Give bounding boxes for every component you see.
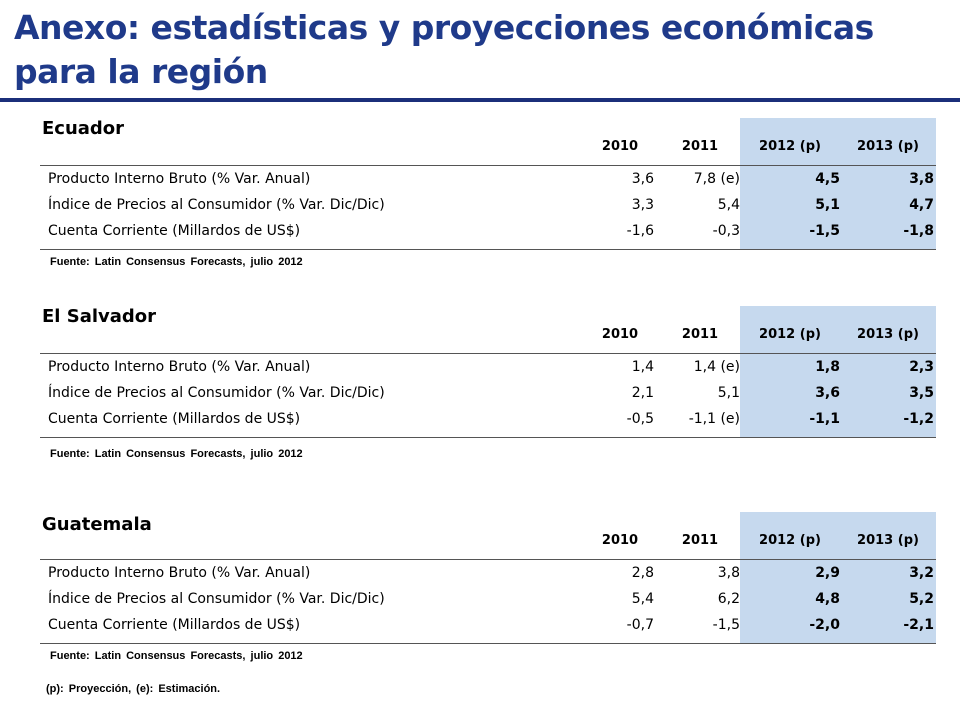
- table-row: Producto Interno Bruto (% Var. Anual) 3,…: [40, 166, 936, 192]
- row-label: Índice de Precios al Consumidor (% Var. …: [48, 385, 385, 401]
- col-header-2011: 2011: [681, 327, 719, 342]
- header-divider: [40, 165, 936, 166]
- source-note: Fuente: Latin Consensus Forecasts, julio…: [50, 448, 303, 460]
- table-bottom-divider: [40, 643, 936, 644]
- value-2011: -1,5: [712, 617, 740, 633]
- section-ecuador: Ecuador 2010 2011 2012 (p) 2013 (p) Prod…: [40, 118, 936, 268]
- value-2013: 2,3: [909, 359, 934, 375]
- section-guatemala: Guatemala 2010 2011 2012 (p) 2013 (p) Pr…: [40, 512, 936, 662]
- value-2012: -1,1: [809, 411, 840, 427]
- value-2012: -1,5: [809, 223, 840, 239]
- col-header-2013: 2013 (p): [840, 118, 936, 165]
- source-note: Fuente: Latin Consensus Forecasts, julio…: [50, 650, 303, 662]
- value-2010: -1,6: [626, 223, 654, 239]
- country-title: Guatemala: [42, 514, 152, 535]
- projection-highlight: [740, 354, 936, 437]
- col-header-2011: 2011: [681, 533, 719, 548]
- value-2012: 4,8: [815, 591, 840, 607]
- col-header-2010: 2010: [601, 533, 639, 548]
- row-label: Índice de Precios al Consumidor (% Var. …: [48, 591, 385, 607]
- row-label: Producto Interno Bruto (% Var. Anual): [48, 565, 311, 581]
- value-2010: 1,4: [631, 359, 654, 375]
- header-divider: [40, 559, 936, 560]
- value-2013: -2,1: [903, 617, 934, 633]
- source-note: Fuente: Latin Consensus Forecasts, julio…: [50, 256, 303, 268]
- table-row: Producto Interno Bruto (% Var. Anual) 1,…: [40, 354, 936, 380]
- value-2010: 2,1: [631, 385, 654, 401]
- value-2012: 1,8: [815, 359, 840, 375]
- header-divider: [40, 353, 936, 354]
- value-2011: 6,2: [717, 591, 740, 607]
- col-header-2011: 2011: [681, 139, 719, 154]
- row-label: Cuenta Corriente (Millardos de US$): [48, 411, 301, 427]
- title-divider: [0, 98, 960, 102]
- page-title: Anexo: estadísticas y proyecciones econó…: [14, 8, 874, 91]
- value-2012: 2,9: [815, 565, 840, 581]
- col-header-2010: 2010: [601, 327, 639, 342]
- col-header-2012: 2012 (p): [740, 118, 840, 165]
- value-2013: -1,2: [903, 411, 934, 427]
- table-row: Índice de Precios al Consumidor (% Var. …: [40, 380, 936, 406]
- country-title: El Salvador: [42, 306, 157, 327]
- table-row: Cuenta Corriente (Millardos de US$) -1,6…: [40, 218, 936, 244]
- value-2012: 3,6: [815, 385, 840, 401]
- col-header-2010: 2010: [601, 139, 639, 154]
- value-2013: 3,5: [909, 385, 934, 401]
- col-header-2013: 2013 (p): [840, 512, 936, 559]
- row-label: Índice de Precios al Consumidor (% Var. …: [48, 197, 385, 213]
- value-2013: 4,7: [909, 197, 934, 213]
- value-2011: 7,8 (e): [693, 171, 740, 187]
- value-2013: 3,8: [909, 171, 934, 187]
- value-2011: 3,8: [717, 565, 740, 581]
- row-label: Cuenta Corriente (Millardos de US$): [48, 617, 301, 633]
- value-2010: 3,3: [631, 197, 654, 213]
- table-row: Cuenta Corriente (Millardos de US$) -0,5…: [40, 406, 936, 432]
- value-2012: 4,5: [815, 171, 840, 187]
- value-2011: -1,1 (e): [688, 411, 740, 427]
- table-row: Índice de Precios al Consumidor (% Var. …: [40, 192, 936, 218]
- table-bottom-divider: [40, 437, 936, 438]
- table-row: Índice de Precios al Consumidor (% Var. …: [40, 586, 936, 612]
- footnote: (p): Proyección, (e): Estimación.: [46, 683, 221, 695]
- row-label: Producto Interno Bruto (% Var. Anual): [48, 359, 311, 375]
- row-label: Producto Interno Bruto (% Var. Anual): [48, 171, 311, 187]
- col-header-2012: 2012 (p): [740, 306, 840, 353]
- value-2012: 5,1: [815, 197, 840, 213]
- table-bottom-divider: [40, 249, 936, 250]
- value-2011: 5,4: [717, 197, 740, 213]
- projection-highlight: [740, 166, 936, 249]
- row-label: Cuenta Corriente (Millardos de US$): [48, 223, 301, 239]
- projection-highlight: [740, 560, 936, 643]
- table-row: Producto Interno Bruto (% Var. Anual) 2,…: [40, 560, 936, 586]
- value-2013: 3,2: [909, 565, 934, 581]
- col-header-2012: 2012 (p): [740, 512, 840, 559]
- value-2011: -0,3: [712, 223, 740, 239]
- value-2010: 2,8: [631, 565, 654, 581]
- value-2012: -2,0: [809, 617, 840, 633]
- country-title: Ecuador: [42, 118, 125, 139]
- value-2010: 3,6: [631, 171, 654, 187]
- value-2010: 5,4: [631, 591, 654, 607]
- section-el-salvador: El Salvador 2010 2011 2012 (p) 2013 (p) …: [40, 306, 936, 460]
- value-2011: 5,1: [717, 385, 740, 401]
- value-2010: -0,7: [626, 617, 654, 633]
- value-2010: -0,5: [626, 411, 654, 427]
- table-row: Cuenta Corriente (Millardos de US$) -0,7…: [40, 612, 936, 638]
- col-header-2013: 2013 (p): [840, 306, 936, 353]
- value-2013: -1,8: [903, 223, 934, 239]
- value-2013: 5,2: [909, 591, 934, 607]
- value-2011: 1,4 (e): [693, 359, 740, 375]
